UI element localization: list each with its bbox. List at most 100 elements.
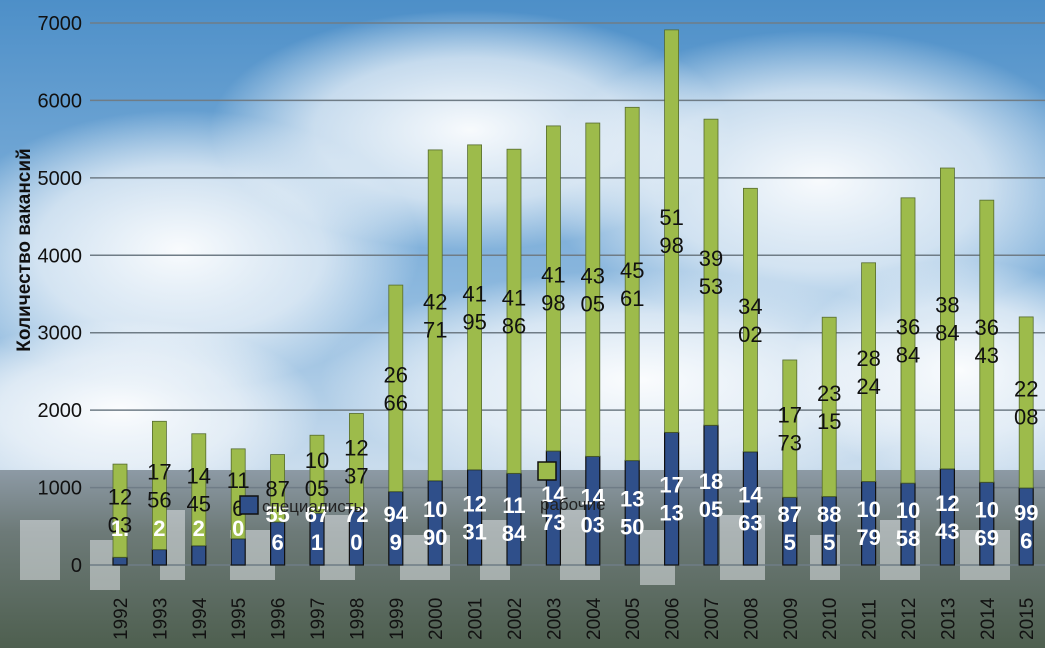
x-tick-label: 2015: [1017, 598, 1038, 640]
data-label-specialists: 73: [541, 510, 565, 535]
bar-workers: [624, 106, 640, 461]
data-label-workers: 36: [896, 314, 920, 339]
x-tick-label: 2002: [505, 598, 526, 640]
bar-specialists: [900, 482, 916, 566]
bar-workers: [782, 359, 798, 498]
bar-specialists: [467, 469, 483, 566]
data-label-workers: 08: [1014, 404, 1038, 429]
bar-specialists: [427, 480, 443, 566]
bar-workers: [861, 262, 876, 482]
data-label-specialists: 17: [659, 473, 683, 498]
x-tick-label: 1993: [150, 598, 171, 640]
x-tick-label: 2005: [623, 598, 644, 640]
data-label-specialists: 50: [620, 515, 644, 540]
x-tick-label: 2003: [544, 598, 565, 640]
bar-workers: [348, 413, 364, 510]
legend: специалисты рабочие: [239, 461, 606, 516]
bar-workers: [270, 454, 286, 523]
data-label-specialists: 94: [384, 502, 409, 527]
bar-specialists: [230, 538, 246, 566]
data-label-workers: 14: [187, 464, 211, 489]
data-label-workers: 41: [462, 281, 486, 306]
bar-workers: [585, 122, 601, 457]
data-label-workers: 73: [778, 431, 802, 456]
legend-swatch-specialists: [239, 495, 259, 515]
data-label-specialists: 10: [975, 498, 999, 523]
y-tick-label: 1000: [38, 478, 83, 500]
y-axis-label: Количество вакансий: [14, 148, 35, 352]
x-tick-label: 2014: [978, 597, 999, 640]
data-label-specialists: 10: [423, 497, 447, 522]
bar-specialists: [112, 556, 128, 566]
data-label-workers: 56: [147, 487, 171, 512]
data-label-workers: 42: [423, 289, 447, 314]
bar-workers: [546, 125, 561, 452]
data-label-specialists: 10: [896, 498, 920, 523]
y-tick-label: 5000: [38, 168, 83, 190]
data-label-workers: 41: [541, 262, 565, 287]
data-label-workers: 98: [659, 233, 683, 258]
data-label-workers: 05: [305, 476, 329, 501]
bar-specialists: [151, 548, 167, 566]
data-label-specialists: 6: [271, 530, 283, 555]
bar-workers: [900, 197, 916, 484]
data-label-specialists: 67: [305, 502, 329, 527]
data-label-workers: 45: [187, 492, 211, 517]
x-axis-ticks: 1992 1993 1994 1995 1996 1997 1998 1999 2000 2001…: [111, 597, 1038, 640]
data-label-specialists: 2: [153, 516, 165, 541]
data-label-specialists: 1.: [111, 516, 129, 541]
bar-workers: [467, 144, 483, 471]
data-label-specialists: 10: [856, 497, 880, 522]
data-label-specialists: 72: [344, 502, 368, 527]
bar-workers: [703, 118, 719, 426]
x-tick-label: 1992: [111, 598, 132, 640]
data-label-workers: 17: [147, 459, 171, 484]
bar-specialists: [506, 472, 522, 566]
data-label-specialists: 5: [784, 530, 796, 555]
data-label-specialists: 11: [502, 493, 525, 518]
data-label-workers: 43: [581, 264, 605, 289]
x-tick-label: 2008: [741, 598, 762, 640]
bar-specialists: [939, 468, 956, 566]
data-label-workers: 84: [896, 342, 920, 367]
data-label-workers: 15: [817, 409, 841, 434]
data-label-workers: 53: [699, 274, 723, 299]
data-label-workers: 02: [738, 322, 762, 347]
bar-workers: [664, 29, 679, 433]
x-tick-label: 1998: [347, 598, 368, 640]
bar-specialists: [663, 431, 680, 566]
data-label-specialists: 0: [350, 530, 362, 555]
bars: [112, 29, 1034, 566]
x-tick-label: 1995: [229, 598, 250, 640]
data-label-workers: 26: [384, 362, 408, 387]
data-label-workers: 10: [305, 448, 329, 473]
x-tick-label: 1996: [269, 598, 290, 640]
data-label-specialists: 12: [935, 491, 959, 516]
bar-workers: [1018, 316, 1034, 489]
data-label-workers: 43: [975, 343, 999, 368]
bar-specialists: [979, 481, 995, 566]
data-label-specialists: 6: [1020, 528, 1032, 553]
data-label-workers: 34: [738, 294, 762, 319]
data-label-workers: 11: [227, 468, 250, 493]
bar-workers: [388, 284, 404, 492]
data-label-specialists: 05: [699, 497, 723, 522]
data-label-specialists: 5: [823, 530, 835, 555]
x-tick-label: 1997: [308, 598, 329, 640]
gridlines: [90, 22, 1045, 566]
x-tick-label: 2013: [938, 598, 959, 640]
bar-workers: [979, 199, 995, 483]
bar-specialists: [860, 480, 877, 566]
data-label-workers: 98: [541, 290, 565, 315]
y-tick-label: 0: [71, 555, 82, 577]
x-tick-label: 1994: [190, 597, 211, 640]
data-label-specialists: 12: [462, 491, 486, 516]
data-label-specialists: 87: [778, 502, 802, 527]
data-label-workers: 61: [620, 286, 644, 311]
x-tick-label: 1999: [387, 598, 408, 640]
data-label-specialists: 14: [581, 485, 606, 510]
data-label-workers: 24: [856, 374, 880, 399]
bar-workers: [821, 316, 837, 497]
